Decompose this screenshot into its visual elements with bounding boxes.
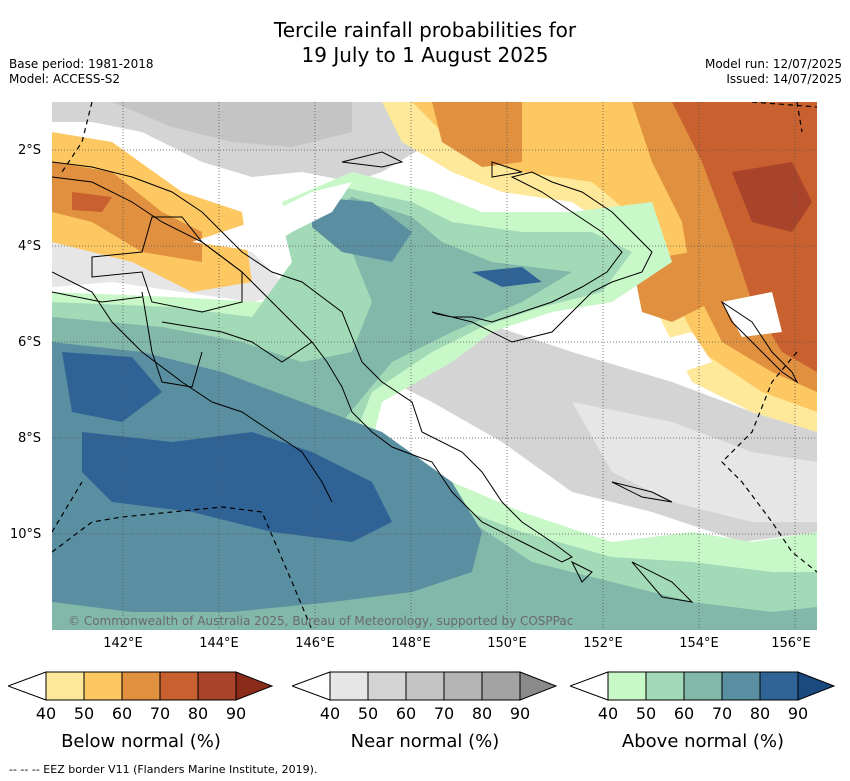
coastlines [52, 151, 799, 603]
cb-above-tick-40: 40 [597, 704, 619, 723]
colorbar-above-min-swatch [570, 671, 609, 701]
lon-label-146e: 146°E [295, 636, 335, 651]
base-info: Base period: 1981-2018 Model: ACCESS-S2 [9, 57, 154, 87]
base-period: Base period: 1981-2018 [9, 57, 154, 71]
colorbar-above-normal [570, 671, 836, 701]
cb-above-label: Above normal (%) [621, 731, 785, 752]
colorbar-above-swatch-50 [645, 671, 685, 701]
cb-below-tick-60: 60 [111, 704, 133, 723]
cb-above-tick-90: 90 [787, 704, 809, 723]
model-name: Model: ACCESS-S2 [9, 72, 121, 86]
colorbar-near-swatch-60 [405, 671, 445, 701]
graticule [52, 102, 817, 630]
cb-below-tick-80: 80 [187, 704, 209, 723]
map-title: Tercile rainfall probabilities for 19 Ju… [0, 18, 850, 68]
cb-above-tick-60: 60 [673, 704, 695, 723]
cb-near-tick-70: 70 [433, 704, 455, 723]
cb-below-label: Below normal (%) [61, 731, 221, 752]
map-area [52, 102, 817, 630]
cb-near-tick-40: 40 [319, 704, 341, 723]
model-run: Model run: 12/07/2025 [704, 57, 842, 71]
lat-label-2s: 2°S [18, 143, 42, 158]
colorbar-below-max-swatch [235, 671, 274, 701]
below-normal-ne-80 [732, 162, 812, 232]
colorbar-above-swatch-80 [759, 671, 799, 701]
title-line-1: Tercile rainfall probabilities for [273, 18, 577, 42]
near-normal-se-edge [572, 402, 817, 522]
cb-below-tick-50: 50 [73, 704, 95, 723]
cb-near-tick-80: 80 [471, 704, 493, 723]
cb-below-tick-70: 70 [149, 704, 171, 723]
colorbar-near-min-swatch [292, 671, 331, 701]
eez-borders [52, 102, 817, 630]
admin-borders [52, 216, 313, 388]
lon-label-142e: 142°E [103, 636, 143, 651]
lat-label-6s: 6°S [18, 335, 42, 350]
below-normal-west-60 [52, 162, 202, 262]
colorbar-below-normal [8, 671, 274, 701]
cb-above-tick-80: 80 [749, 704, 771, 723]
lon-label-144e: 144°E [199, 636, 239, 651]
colorbar-above-swatch-70 [721, 671, 761, 701]
lat-label-10s: 10°S [10, 527, 42, 542]
near-normal-nw-core [112, 102, 352, 147]
below-normal-west-70 [72, 192, 112, 212]
lat-label-4s: 4°S [18, 239, 42, 254]
colorbar-below-swatch-60 [121, 671, 161, 701]
cb-above-tick-50: 50 [635, 704, 657, 723]
colorbar-below-swatch-50 [83, 671, 123, 701]
colorbar-above-swatch-40 [607, 671, 647, 701]
colorbar-near-swatch-40 [329, 671, 369, 701]
lon-label-150e: 150°E [487, 636, 527, 651]
colorbar-above-swatch-60 [683, 671, 723, 701]
cb-below-tick-40: 40 [35, 704, 57, 723]
colorbar-near-max-swatch [519, 671, 558, 701]
lon-label-152e: 152°E [583, 636, 623, 651]
colorbar-near-swatch-80 [481, 671, 521, 701]
cb-above-tick-70: 70 [711, 704, 733, 723]
cb-near-tick-90: 90 [509, 704, 531, 723]
below-normal-n-60 [432, 102, 522, 167]
copyright-notice: © Commonwealth of Australia 2025, Bureau… [68, 614, 574, 628]
colorbar-below-swatch-70 [159, 671, 199, 701]
cb-near-tick-50: 50 [357, 704, 379, 723]
lat-label-8s: 8°S [18, 431, 42, 446]
colorbar-below-swatch-40 [45, 671, 85, 701]
above-normal-south-80 [82, 432, 392, 542]
eez-footnote: -- -- -- EEZ border V11 (Flanders Marine… [9, 763, 318, 776]
above-normal-west-80 [62, 352, 162, 422]
colorbar-near-swatch-70 [443, 671, 483, 701]
cb-near-label: Near normal (%) [350, 731, 500, 752]
title-line-2: 19 July to 1 August 2025 [301, 43, 549, 67]
cb-near-tick-60: 60 [395, 704, 417, 723]
colorbar-near-normal [292, 671, 558, 701]
white-band-1 [192, 182, 352, 252]
colorbar-above-max-swatch [797, 671, 836, 701]
rainfall-map [52, 102, 817, 630]
lon-label-148e: 148°E [391, 636, 431, 651]
colorbar-below-min-swatch [8, 671, 47, 701]
lon-label-154e: 154°E [679, 636, 719, 651]
colorbar-below-swatch-80 [197, 671, 237, 701]
run-info: Model run: 12/07/2025 Issued: 14/07/2025 [705, 57, 842, 87]
colorbar-near-swatch-50 [367, 671, 407, 701]
white-band-3 [722, 292, 782, 337]
issued-date: Issued: 14/07/2025 [726, 72, 842, 86]
lon-label-156e: 156°E [771, 636, 811, 651]
cb-below-tick-90: 90 [225, 704, 247, 723]
